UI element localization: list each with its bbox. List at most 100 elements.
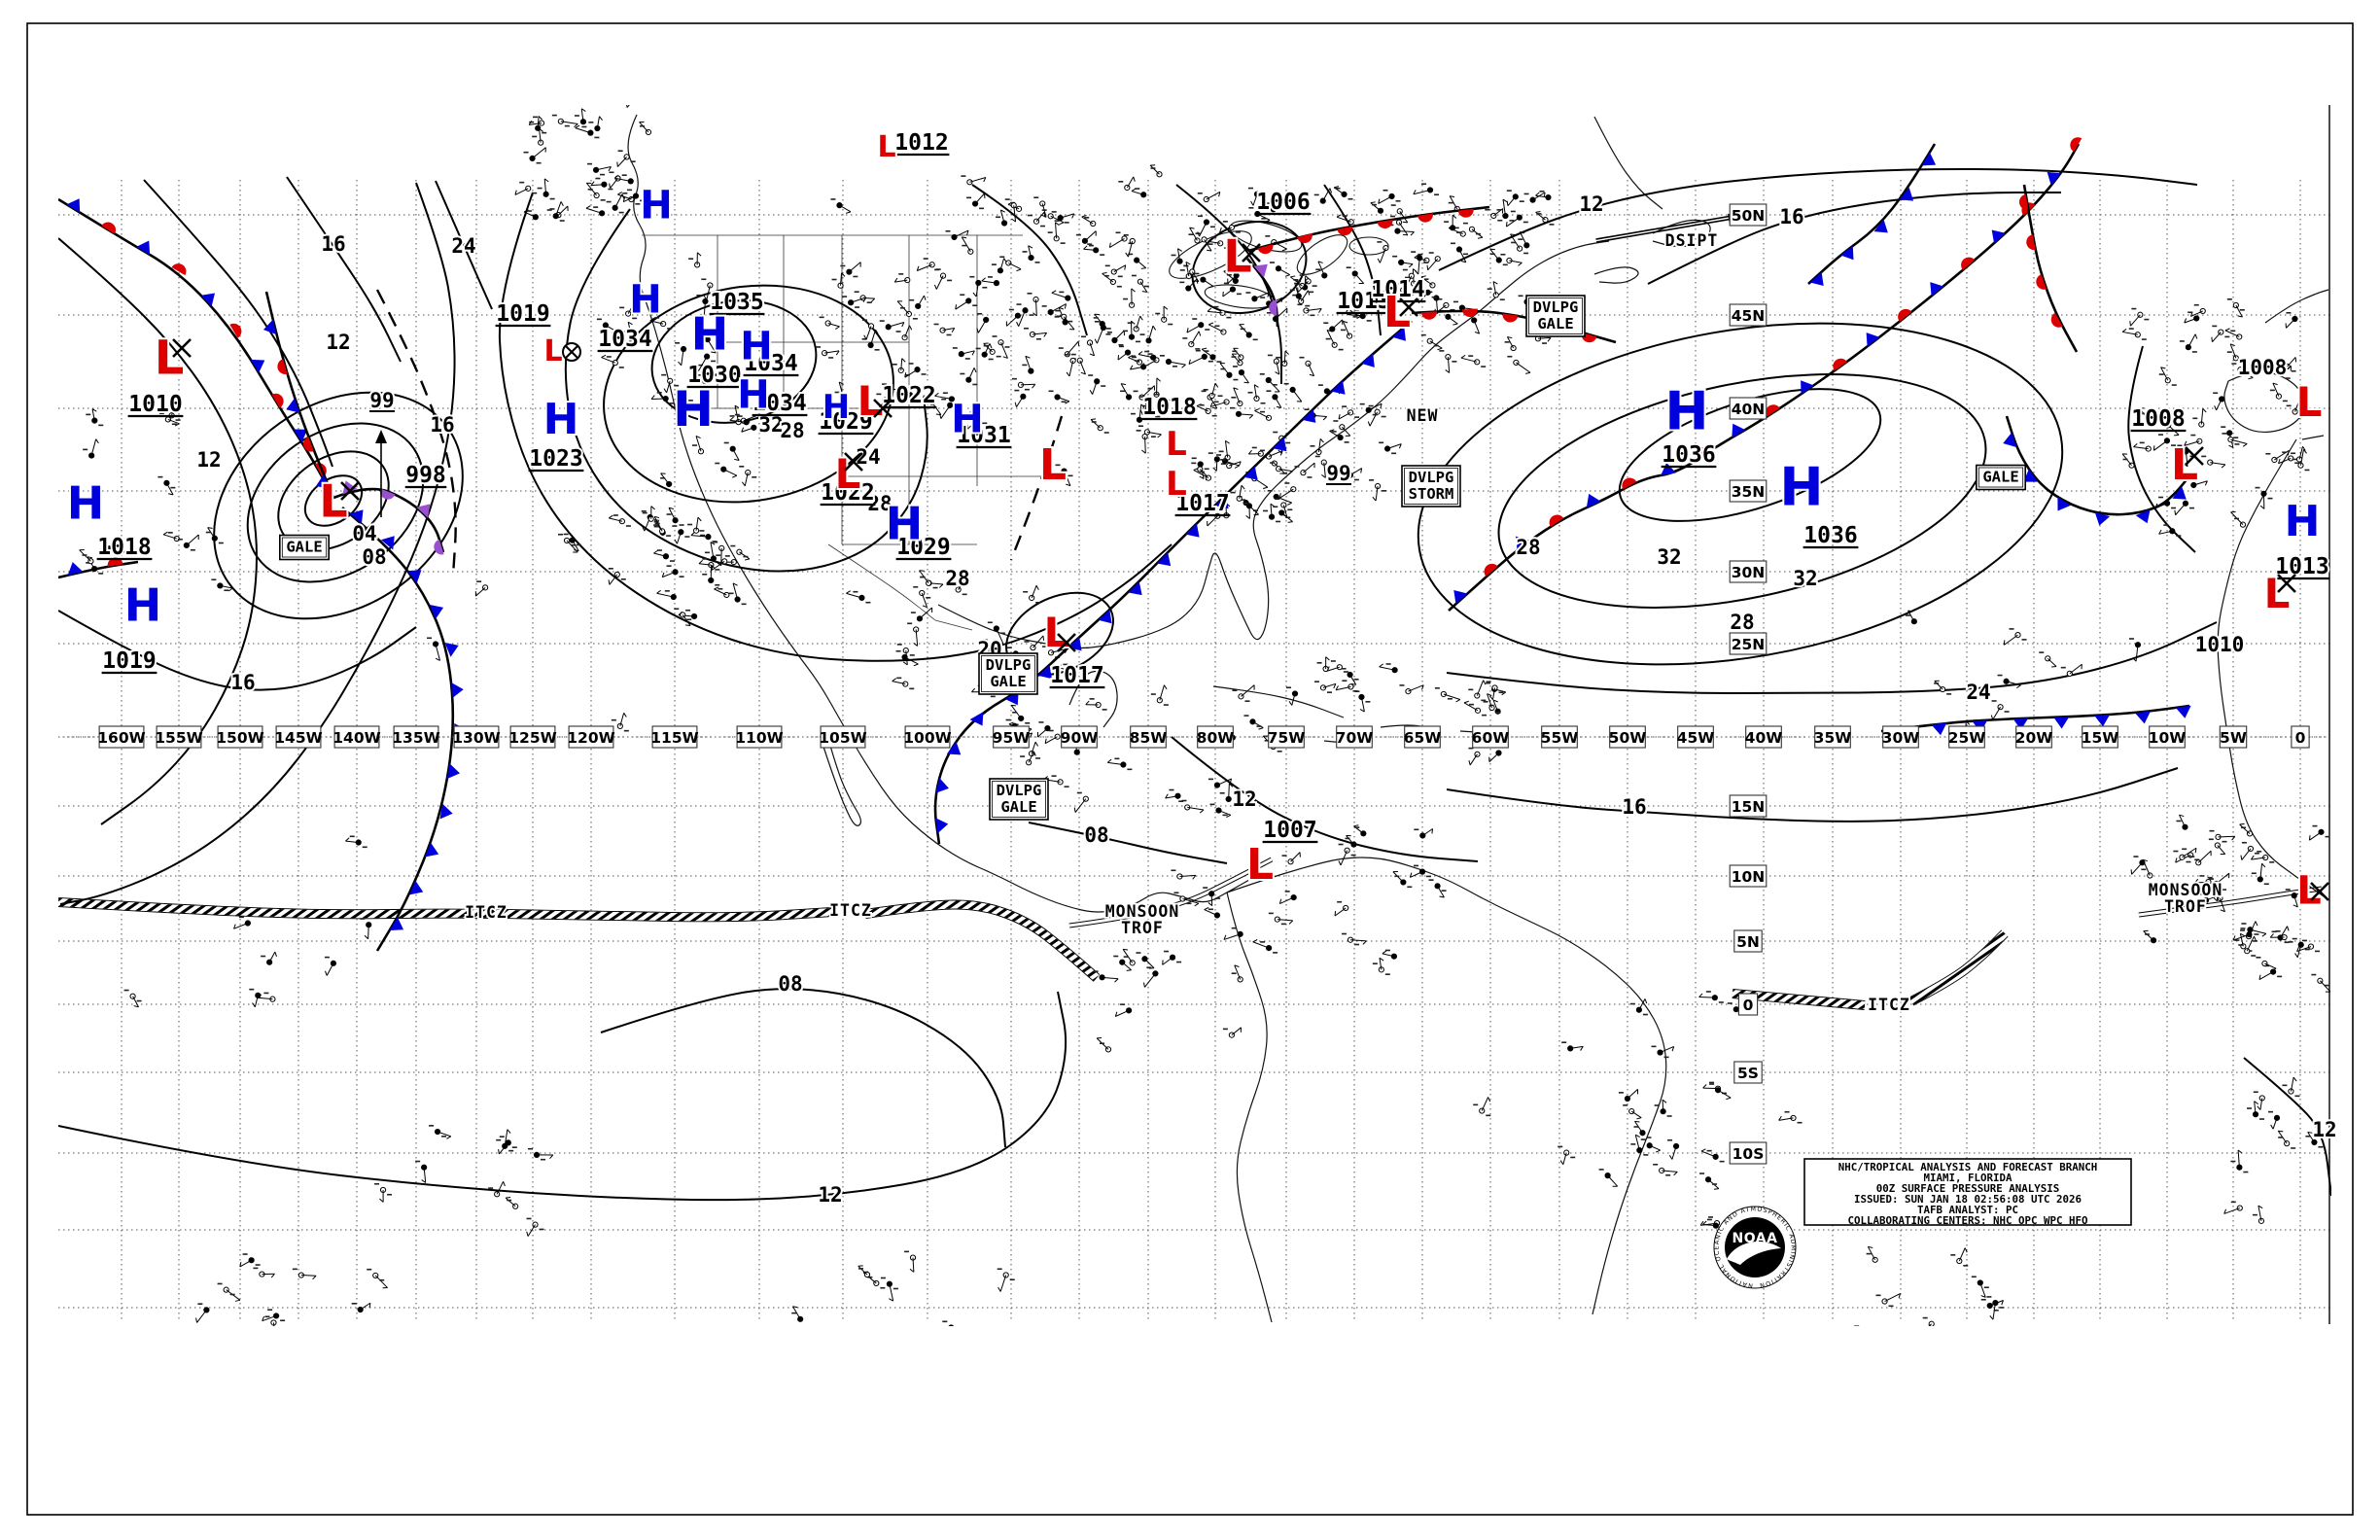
center-x-mark	[2310, 882, 2329, 901]
station-plot	[1123, 233, 1136, 258]
cold-front-symbol	[946, 741, 962, 755]
annotation-label: ITCZ	[1868, 996, 1910, 1014]
station-plot	[1487, 281, 1505, 301]
station-plot	[608, 567, 626, 585]
title-line-2: MIAMI, FLORIDA	[1923, 1172, 2012, 1184]
low-center: L	[1044, 609, 1070, 656]
high-center: H	[543, 395, 579, 444]
station-plot	[1064, 353, 1076, 377]
cold-front-symbol	[439, 803, 453, 820]
station-plot	[1439, 309, 1458, 326]
warm-front-symbol	[1457, 208, 1474, 218]
station-plot	[966, 411, 988, 430]
station-plot	[704, 542, 722, 565]
station-plot	[933, 268, 953, 290]
station-plot	[1058, 340, 1080, 360]
station-plot	[649, 317, 673, 330]
station-plot	[1014, 389, 1027, 407]
cold-front-symbol	[1931, 722, 1947, 736]
pressure-value-label: 1013	[2275, 554, 2328, 579]
cold-front-symbol	[444, 642, 459, 657]
cold-front-symbol	[2094, 511, 2111, 526]
station-plot	[1073, 791, 1089, 813]
lon-ruler-tick: 135W	[392, 725, 440, 749]
stationary-front-symbol	[1766, 404, 1780, 417]
station-plot	[916, 258, 941, 271]
station-plot	[239, 1253, 261, 1268]
lon-label: 80W	[1197, 729, 1235, 747]
station-plot	[1414, 253, 1430, 263]
station-plot	[1504, 336, 1517, 352]
station-plot	[2238, 935, 2257, 957]
station-plot	[587, 162, 612, 176]
station-plot	[1011, 377, 1036, 391]
station-plot	[2239, 822, 2254, 837]
station-plot	[1142, 404, 1164, 418]
isobar-label: 12	[2312, 1118, 2336, 1141]
station-plot	[1044, 729, 1061, 745]
lon-label: 60W	[1472, 729, 1510, 747]
station-plot	[514, 181, 538, 195]
station-plot	[1276, 350, 1289, 368]
station-plot	[1294, 462, 1315, 478]
low-center: L	[1166, 425, 1187, 464]
station-plot	[1338, 843, 1356, 866]
center-x-mark	[873, 399, 892, 418]
station-plot	[626, 105, 630, 108]
station-plot	[687, 516, 706, 537]
station-plot	[1102, 271, 1122, 288]
lon-label: 140W	[332, 729, 380, 747]
station-plot	[1081, 215, 1097, 228]
cold-front-symbol	[935, 818, 949, 834]
station-plot	[842, 296, 866, 308]
station-plot	[1379, 441, 1402, 455]
station-plot	[2247, 1101, 2265, 1120]
station-plot	[1219, 783, 1238, 805]
lon-label: 145W	[274, 729, 322, 747]
station-plot	[2222, 433, 2248, 447]
station-plot	[1047, 222, 1066, 244]
station-plot	[895, 388, 914, 399]
isobar	[1647, 192, 2061, 285]
annotation-label: ITCZ	[465, 903, 508, 922]
station-plot	[1535, 210, 1555, 226]
cold-front-symbol	[2172, 486, 2187, 500]
station-plot	[217, 1282, 241, 1302]
station-plot	[1105, 330, 1126, 346]
station-plot	[892, 677, 915, 690]
station-plot	[1208, 322, 1227, 335]
lon-label: 120W	[567, 729, 614, 747]
station-plot	[728, 582, 747, 606]
station-plot	[1353, 824, 1367, 837]
station-plot	[2292, 937, 2310, 959]
station-plot	[939, 398, 960, 419]
lat-ruler-tick: 45N	[1729, 303, 1768, 327]
stationary-front-symbol	[1549, 514, 1564, 527]
station-plot	[1980, 1298, 2004, 1312]
isobar	[286, 176, 402, 363]
station-plot	[1278, 891, 1297, 904]
station-plot	[83, 438, 99, 459]
occluded-front-symbol	[1269, 299, 1278, 316]
station-plot	[1778, 1110, 1802, 1124]
station-plot	[1203, 887, 1221, 906]
isobar	[603, 284, 894, 504]
station-plot	[819, 316, 840, 330]
station-plot	[690, 530, 718, 542]
lon-ruler-tick: 130W	[452, 725, 501, 749]
station-plot	[893, 273, 911, 284]
station-plot	[1618, 1089, 1639, 1102]
lat-ruler-tick: 0	[1737, 993, 1759, 1016]
station-plot	[619, 300, 638, 320]
station-plot	[1141, 353, 1160, 368]
lon-ruler-tick: 45W	[1677, 725, 1714, 749]
station-plot	[523, 147, 546, 164]
station-plot	[1093, 313, 1111, 330]
station-plot	[1273, 506, 1293, 523]
station-plot	[2121, 453, 2135, 469]
station-plot	[616, 150, 636, 167]
station-plot	[1299, 356, 1315, 377]
stationary-front-symbol	[262, 319, 277, 335]
